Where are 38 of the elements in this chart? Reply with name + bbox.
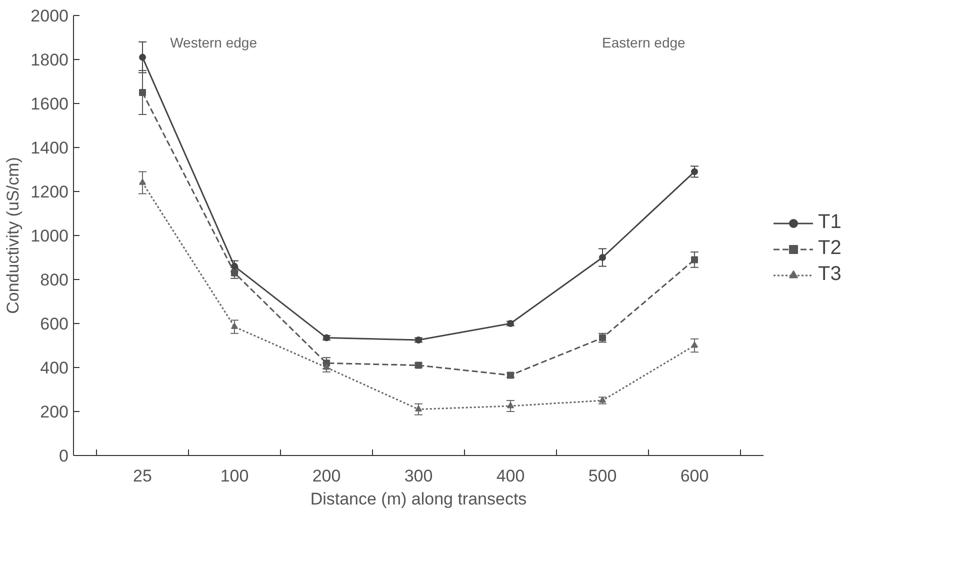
point: [415, 405, 422, 412]
legend-label: T3: [818, 263, 842, 286]
y-tick-label: 2000: [30, 6, 69, 26]
y-tick-label: 0: [59, 446, 69, 466]
annotation: Western edge: [170, 34, 258, 51]
point: [691, 168, 698, 176]
y-tick-label: 1600: [30, 94, 69, 114]
point: [139, 89, 146, 96]
y-tick-label: 600: [40, 314, 69, 334]
point: [507, 402, 514, 408]
point: [139, 178, 146, 185]
point: [139, 54, 146, 61]
y-tick-label: 800: [40, 270, 69, 290]
y-tick-label: 1000: [30, 226, 69, 246]
x-tick-label: 300: [404, 466, 433, 486]
point: [599, 254, 606, 261]
y-tick-label: 200: [40, 402, 69, 422]
x-tick-label: 200: [312, 466, 341, 486]
legend-label: T1: [818, 211, 842, 234]
y-tick-label: 1400: [30, 138, 69, 158]
point: [231, 322, 238, 330]
x-axis-title: Distance (m) along transects: [310, 490, 527, 508]
y-axis-title: Conductivity (uS/cm): [4, 157, 23, 314]
y-tick-label: 1800: [30, 50, 69, 70]
point: [231, 262, 238, 270]
y-tick-label: 1200: [30, 182, 69, 202]
point: [691, 256, 698, 264]
y-tick-label: 400: [40, 358, 69, 378]
point: [323, 364, 330, 370]
x-tick-label: 100: [220, 466, 249, 486]
x-tick-label: 600: [680, 466, 709, 486]
x-tick-label: 400: [496, 466, 525, 486]
point: [231, 269, 238, 276]
point: [691, 342, 698, 348]
x-tick-label: 500: [588, 466, 617, 486]
annotation: Eastern edge: [602, 34, 686, 51]
x-tick-label: 25: [133, 466, 152, 486]
legend-label: T2: [818, 237, 842, 260]
